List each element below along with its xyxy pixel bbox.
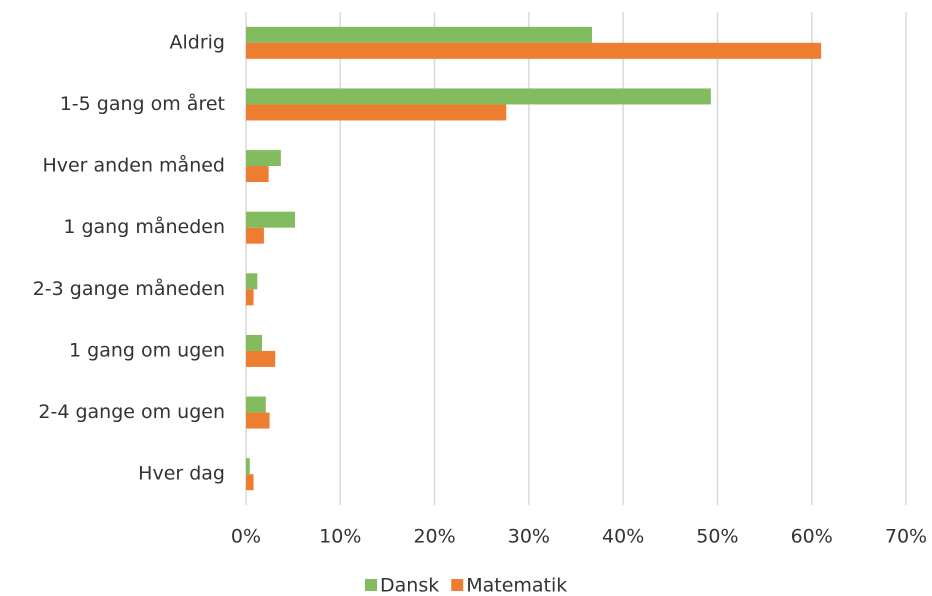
bar (246, 211, 296, 228)
bar (246, 273, 258, 290)
legend-swatch (365, 579, 377, 591)
bar (246, 458, 250, 475)
legend-swatch (451, 579, 464, 591)
bar (246, 396, 266, 413)
x-tick-label: 60% (791, 526, 833, 548)
x-tick-label: 40% (602, 526, 644, 548)
bar (246, 150, 281, 167)
x-tick-label: 50% (696, 526, 738, 548)
bar (246, 166, 269, 183)
y-tick-label: Hver dag (138, 463, 225, 485)
y-tick-label: Hver anden måned (42, 154, 225, 177)
bar (246, 88, 711, 105)
legend-label: Matematik (466, 575, 567, 596)
x-tick-label: 30% (508, 526, 550, 548)
bar (246, 412, 270, 429)
y-tick-label: 2-3 gange måneden (33, 277, 225, 300)
y-tick-label: 1 gang om ugen (69, 339, 225, 361)
y-tick-label: 1 gang måneden (63, 215, 225, 238)
bar (246, 334, 263, 351)
legend-label: Dansk (380, 575, 439, 596)
bar (246, 26, 593, 43)
bar (246, 42, 822, 59)
x-tick-label: 20% (413, 526, 455, 548)
x-tick-label: 0% (231, 526, 261, 548)
bar (246, 227, 264, 244)
bar (246, 474, 254, 491)
y-tick-label: Aldrig (170, 31, 226, 53)
y-tick-label: 2-4 gange om ugen (38, 401, 225, 423)
x-tick-label: 10% (319, 526, 361, 548)
bar (246, 104, 507, 121)
bar (246, 350, 276, 367)
bar (246, 289, 254, 306)
x-tick-label: 70% (885, 526, 927, 548)
y-tick-label: 1-5 gang om året (60, 92, 225, 115)
